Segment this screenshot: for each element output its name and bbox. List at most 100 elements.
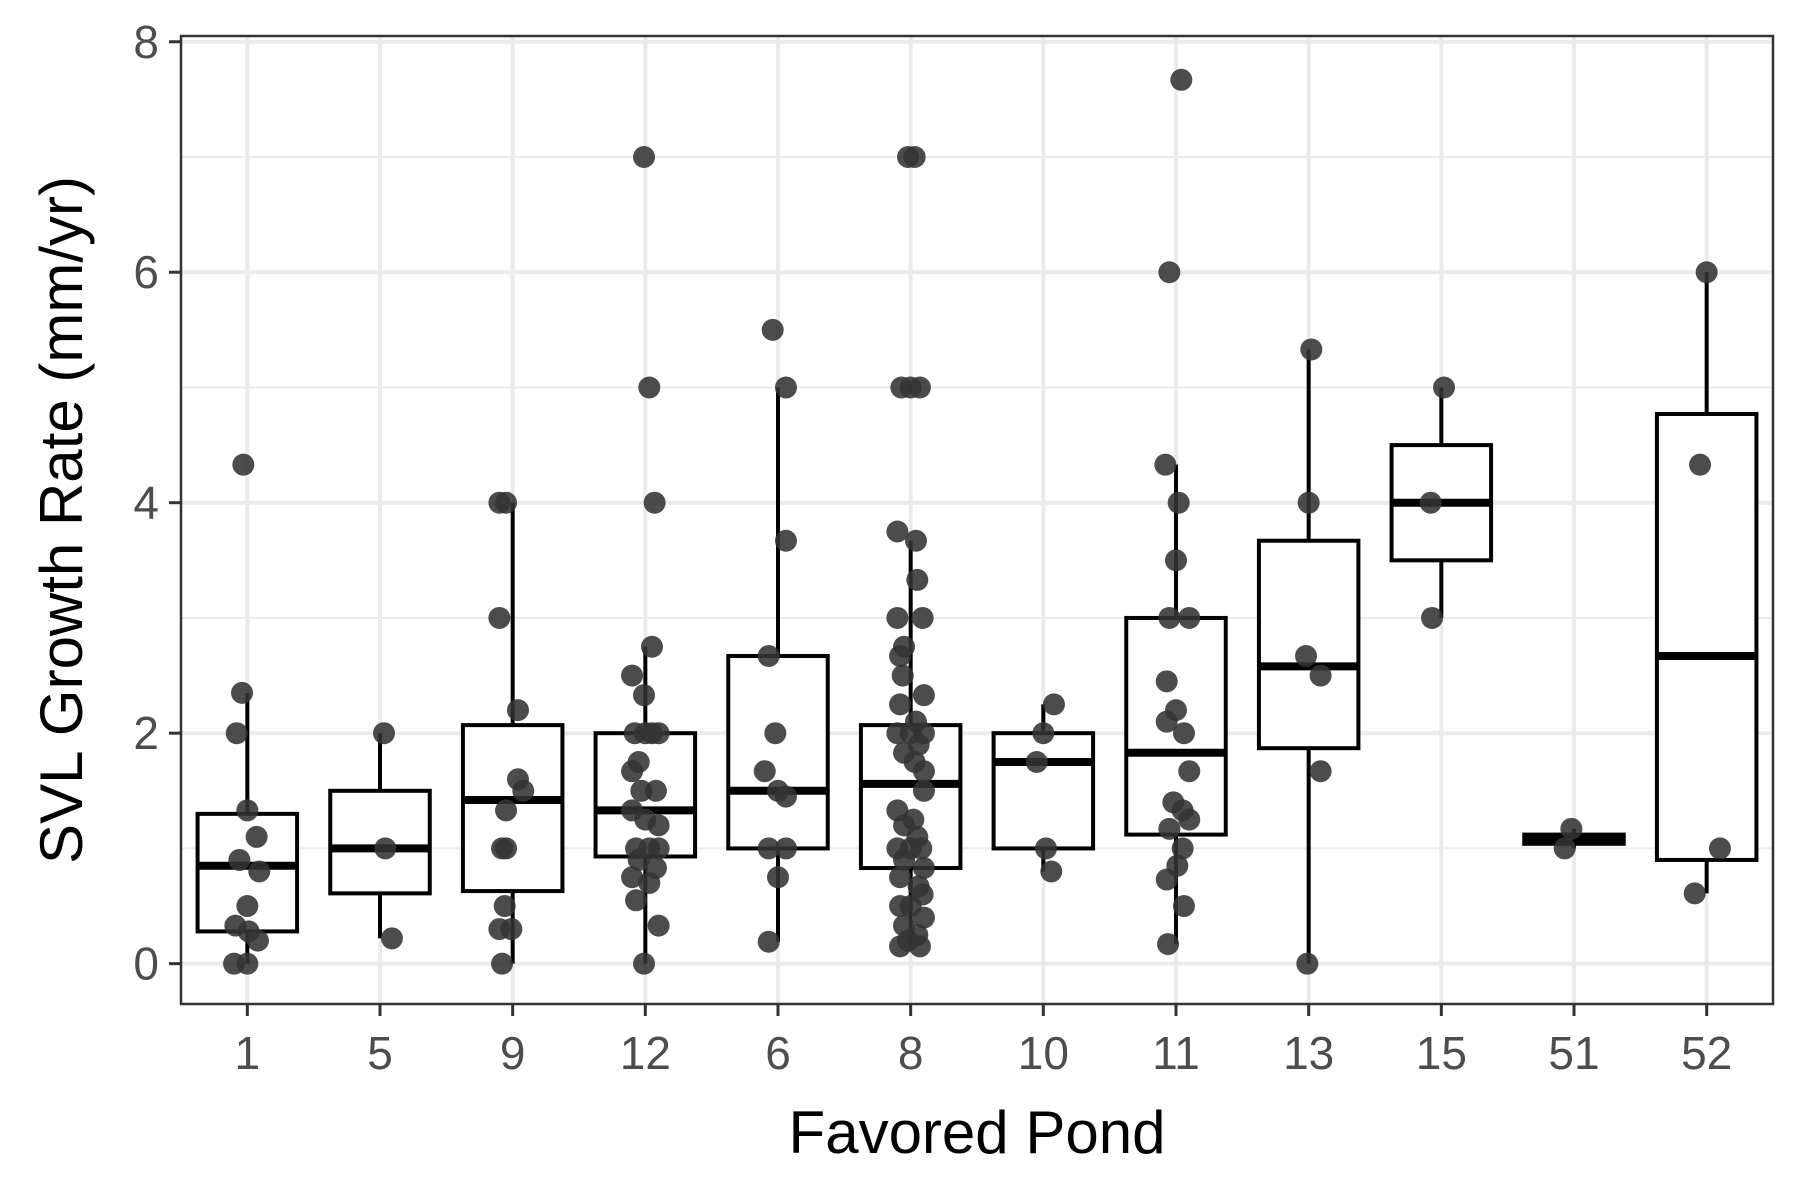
data-point: [891, 664, 914, 687]
data-point: [633, 146, 656, 168]
data-point: [774, 529, 797, 552]
data-point: [627, 848, 650, 871]
data-point: [231, 681, 254, 704]
x-tick-label: 9: [500, 1027, 526, 1079]
y-tick-label: 0: [133, 938, 159, 990]
data-point: [1421, 606, 1444, 629]
y-tick-label: 2: [133, 707, 159, 759]
data-point: [1170, 68, 1193, 91]
data-point: [1300, 338, 1323, 361]
box-5: [328, 733, 432, 939]
points: [223, 68, 1731, 975]
data-point: [774, 837, 797, 860]
data-point: [1432, 376, 1455, 399]
data-point: [1032, 722, 1055, 745]
x-tick-label: 51: [1548, 1027, 1599, 1079]
data-point: [495, 491, 518, 514]
box-body: [328, 788, 432, 896]
x-tick-label: 5: [367, 1027, 393, 1079]
data-point: [633, 952, 656, 975]
box-body: [991, 731, 1096, 851]
data-point: [912, 779, 935, 802]
data-point: [1158, 261, 1181, 284]
box-body: [1256, 538, 1361, 751]
data-point: [1042, 693, 1065, 716]
data-point: [248, 860, 271, 883]
data-point: [1154, 453, 1177, 476]
data-point: [908, 376, 931, 399]
x-tick-label: 6: [765, 1027, 791, 1079]
data-point: [638, 872, 661, 894]
data-point: [889, 935, 912, 958]
y-axis-title: SVL Growth Rate (mm/yr): [28, 176, 95, 864]
x-tick-label: 12: [620, 1027, 671, 1079]
data-point: [621, 866, 644, 889]
data-point: [774, 376, 797, 399]
data-point: [1695, 261, 1718, 284]
data-point: [644, 779, 667, 802]
data-point: [757, 644, 780, 667]
box-body: [726, 653, 830, 851]
data-point: [1683, 882, 1706, 905]
data-point: [512, 779, 535, 802]
data-point: [232, 453, 255, 476]
data-point: [889, 644, 912, 667]
data-point: [1040, 860, 1063, 883]
box-body: [1654, 411, 1759, 862]
data-point: [495, 799, 518, 822]
data-point: [912, 684, 935, 707]
boxes: [195, 272, 1759, 964]
data-point: [911, 606, 934, 629]
data-point: [1178, 760, 1201, 783]
y-tick-label: 6: [133, 246, 159, 298]
data-point: [1178, 808, 1201, 831]
data-point: [1309, 664, 1332, 687]
data-point: [908, 935, 931, 958]
data-point: [372, 722, 395, 745]
data-point: [647, 914, 670, 937]
data-point: [621, 664, 644, 687]
data-point: [910, 837, 933, 860]
data-point: [236, 895, 259, 918]
data-point: [886, 520, 909, 543]
box-13: [1256, 349, 1361, 964]
data-point: [647, 837, 670, 860]
x-tick-label: 13: [1283, 1027, 1334, 1079]
y-tick-label: 8: [133, 16, 159, 68]
data-point: [647, 722, 670, 745]
data-point: [1172, 895, 1195, 918]
data-point: [912, 760, 935, 783]
data-point: [1309, 760, 1332, 783]
data-point: [1689, 453, 1712, 476]
data-point: [767, 866, 789, 889]
x-tick-label: 15: [1416, 1027, 1467, 1079]
data-point: [1158, 817, 1181, 840]
x-tick-label: 10: [1018, 1027, 1069, 1079]
data-point: [757, 930, 780, 953]
data-point: [764, 722, 787, 745]
x-tick-label: 11: [1152, 1027, 1200, 1079]
data-point: [1171, 837, 1194, 860]
data-point: [1158, 606, 1181, 629]
data-point: [1155, 670, 1178, 693]
data-point: [1296, 952, 1319, 975]
data-point: [638, 376, 661, 399]
data-point: [1034, 837, 1057, 860]
data-point: [374, 837, 397, 860]
data-point: [1157, 933, 1180, 956]
data-point: [245, 825, 268, 848]
box-52: [1654, 272, 1759, 894]
data-point: [1155, 868, 1178, 891]
data-point: [380, 927, 403, 950]
data-point: [621, 760, 644, 783]
data-point: [236, 952, 259, 975]
data-point: [1155, 710, 1178, 733]
y-tick-label: 4: [133, 477, 159, 529]
x-tick-label: 52: [1681, 1027, 1732, 1079]
data-point: [1025, 751, 1048, 773]
data-point: [1708, 837, 1731, 860]
data-point: [889, 866, 912, 889]
data-point: [903, 146, 926, 168]
data-point: [491, 837, 514, 860]
